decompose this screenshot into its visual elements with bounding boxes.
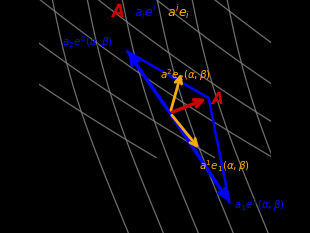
Text: $a_ie^i$: $a_ie^i$: [134, 3, 157, 21]
Text: $a_2e^2(\alpha,\beta)$: $a_2e^2(\alpha,\beta)$: [62, 34, 113, 50]
Text: $a^2e_2(\alpha,\beta)$: $a^2e_2(\alpha,\beta)$: [160, 68, 211, 83]
Text: A: A: [212, 92, 224, 106]
Text: $a^1e_1(\alpha,\beta)$: $a^1e_1(\alpha,\beta)$: [199, 158, 250, 174]
Text: A: A: [111, 3, 124, 21]
Text: $a^ie_i$: $a^ie_i$: [167, 3, 190, 21]
Text: $a_1e^1(\alpha,\beta)$: $a_1e^1(\alpha,\beta)$: [234, 197, 285, 213]
